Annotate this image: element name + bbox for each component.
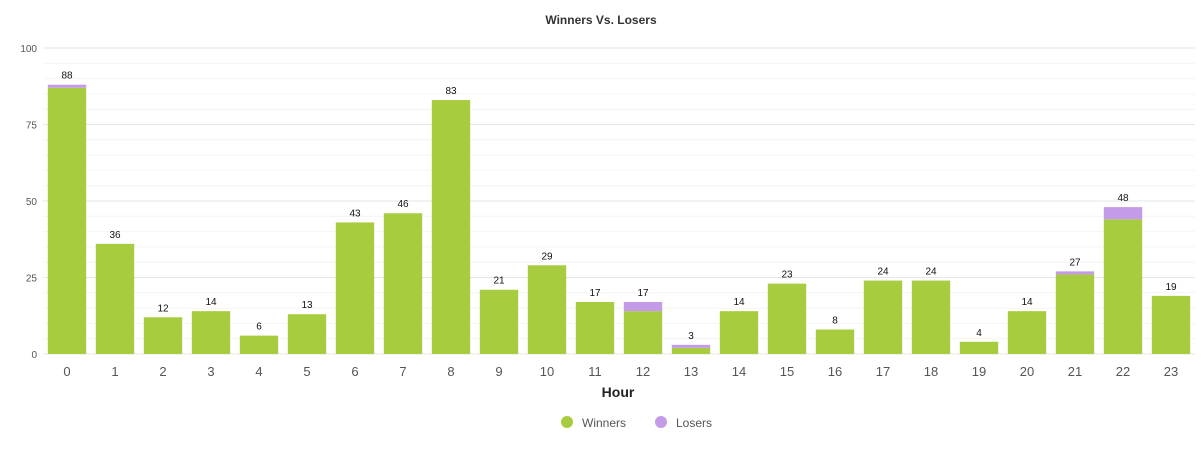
data-label-hour-5: 13: [301, 300, 313, 311]
x-tick-label: 12: [636, 364, 650, 379]
legend-swatch-winners: [561, 416, 573, 428]
data-label-hour-8: 83: [445, 86, 457, 97]
data-label-hour-22: 48: [1117, 193, 1129, 204]
x-tick-label: 16: [828, 364, 842, 379]
bar-winners-hour-23[interactable]: [1151, 295, 1191, 354]
legend[interactable]: Winners Losers: [561, 416, 712, 430]
data-label-hour-3: 14: [205, 297, 217, 308]
y-tick-label: 75: [26, 121, 38, 132]
x-tick-label: 5: [303, 364, 310, 379]
data-label-hour-10: 29: [541, 251, 553, 262]
legend-swatch-losers: [655, 416, 667, 428]
x-tick-label: 18: [924, 364, 938, 379]
x-tick-label: 10: [540, 364, 554, 379]
bar-winners-hour-18[interactable]: [911, 280, 951, 354]
x-tick-label: 23: [1164, 364, 1178, 379]
chart-title: Winners Vs. Losers: [545, 13, 657, 27]
y-tick-label: 50: [26, 197, 38, 208]
data-label-hour-17: 24: [877, 267, 889, 278]
bar-winners-hour-4[interactable]: [239, 335, 279, 354]
x-tick-label: 0: [63, 364, 70, 379]
data-label-hour-16: 8: [832, 316, 838, 327]
bar-winners-hour-7[interactable]: [383, 213, 423, 354]
x-tick-label: 15: [780, 364, 794, 379]
bar-losers-hour-13[interactable]: [671, 344, 711, 348]
x-tick-label: 1: [111, 364, 118, 379]
bar-winners-hour-6[interactable]: [335, 222, 375, 354]
data-label-hour-14: 14: [733, 297, 745, 308]
legend-label-losers: Losers: [676, 416, 712, 430]
bar-winners-hour-19[interactable]: [959, 341, 999, 354]
bars-group: [47, 84, 1191, 355]
x-tick-label: 13: [684, 364, 698, 379]
bar-winners-hour-11[interactable]: [575, 301, 615, 354]
data-label-hour-4: 6: [256, 322, 262, 333]
data-label-hour-2: 12: [157, 303, 169, 314]
x-tick-label: 17: [876, 364, 890, 379]
legend-label-winners: Winners: [582, 416, 626, 430]
x-tick-label: 21: [1068, 364, 1082, 379]
x-tick-label: 7: [399, 364, 406, 379]
y-axis: 0 25 50 75 100: [20, 44, 37, 361]
y-tick-label: 0: [31, 350, 37, 361]
data-label-hour-12: 17: [637, 288, 649, 299]
data-label-hour-20: 14: [1021, 297, 1033, 308]
bar-winners-hour-17[interactable]: [863, 280, 903, 354]
x-axis: 0 1 2 3 4 5 6 7 8 9 10 11 12 13 14 15 16 17 18 19 20 21 22 23: [63, 364, 1178, 379]
bar-losers-hour-22[interactable]: [1103, 207, 1143, 220]
legend-item-winners[interactable]: Winners: [561, 416, 626, 430]
data-label-hour-19: 4: [976, 328, 982, 339]
data-label-hour-6: 43: [349, 208, 361, 219]
data-label-hour-18: 24: [925, 267, 937, 278]
x-tick-label: 20: [1020, 364, 1034, 379]
grid-lines: [43, 47, 1195, 355]
data-label-hour-21: 27: [1069, 257, 1081, 268]
bar-winners-hour-8[interactable]: [431, 100, 471, 355]
data-label-hour-0: 88: [61, 71, 73, 82]
bar-losers-hour-0[interactable]: [47, 84, 87, 88]
bar-winners-hour-2[interactable]: [143, 317, 183, 354]
bar-winners-hour-0[interactable]: [47, 87, 87, 354]
data-label-hour-1: 36: [109, 230, 121, 241]
bar-winners-hour-14[interactable]: [719, 311, 759, 354]
bar-winners-hour-16[interactable]: [815, 329, 855, 354]
bar-winners-hour-12[interactable]: [623, 311, 663, 354]
bar-winners-hour-9[interactable]: [479, 289, 519, 354]
bar-winners-hour-10[interactable]: [527, 265, 567, 354]
x-axis-label: Hour: [602, 384, 635, 400]
bar-winners-hour-22[interactable]: [1103, 219, 1143, 354]
x-tick-label: 11: [588, 364, 602, 379]
bar-winners-hour-1[interactable]: [95, 243, 135, 354]
x-tick-label: 2: [159, 364, 166, 379]
bar-winners-hour-15[interactable]: [767, 283, 807, 354]
bar-winners-hour-20[interactable]: [1007, 311, 1047, 354]
bar-winners-hour-3[interactable]: [191, 311, 231, 354]
x-tick-label: 4: [255, 364, 262, 379]
x-tick-label: 14: [732, 364, 746, 379]
data-label-hour-15: 23: [781, 270, 793, 281]
x-tick-label: 8: [447, 364, 454, 379]
bar-winners-hour-5[interactable]: [287, 314, 327, 354]
data-label-hour-9: 21: [493, 276, 505, 287]
x-tick-label: 6: [351, 364, 358, 379]
data-label-hour-13: 3: [688, 331, 694, 342]
bar-losers-hour-21[interactable]: [1055, 271, 1095, 275]
x-tick-label: 22: [1116, 364, 1130, 379]
bar-winners-hour-13[interactable]: [671, 347, 711, 354]
bar-winners-hour-21[interactable]: [1055, 274, 1095, 354]
bar-losers-hour-12[interactable]: [623, 301, 663, 312]
data-label-hour-23: 19: [1165, 282, 1177, 293]
x-tick-label: 9: [495, 364, 502, 379]
y-tick-label: 100: [20, 44, 37, 55]
x-tick-label: 3: [207, 364, 214, 379]
legend-item-losers[interactable]: Losers: [655, 416, 712, 430]
y-tick-label: 25: [26, 274, 38, 285]
x-tick-label: 19: [972, 364, 986, 379]
data-labels: 88 36 12 14 6 13 43 46 83 21 29 17 17 3 14 23 8 24 24 4 14 27…: [61, 71, 1177, 342]
data-label-hour-7: 46: [397, 199, 409, 210]
data-label-hour-11: 17: [589, 288, 601, 299]
